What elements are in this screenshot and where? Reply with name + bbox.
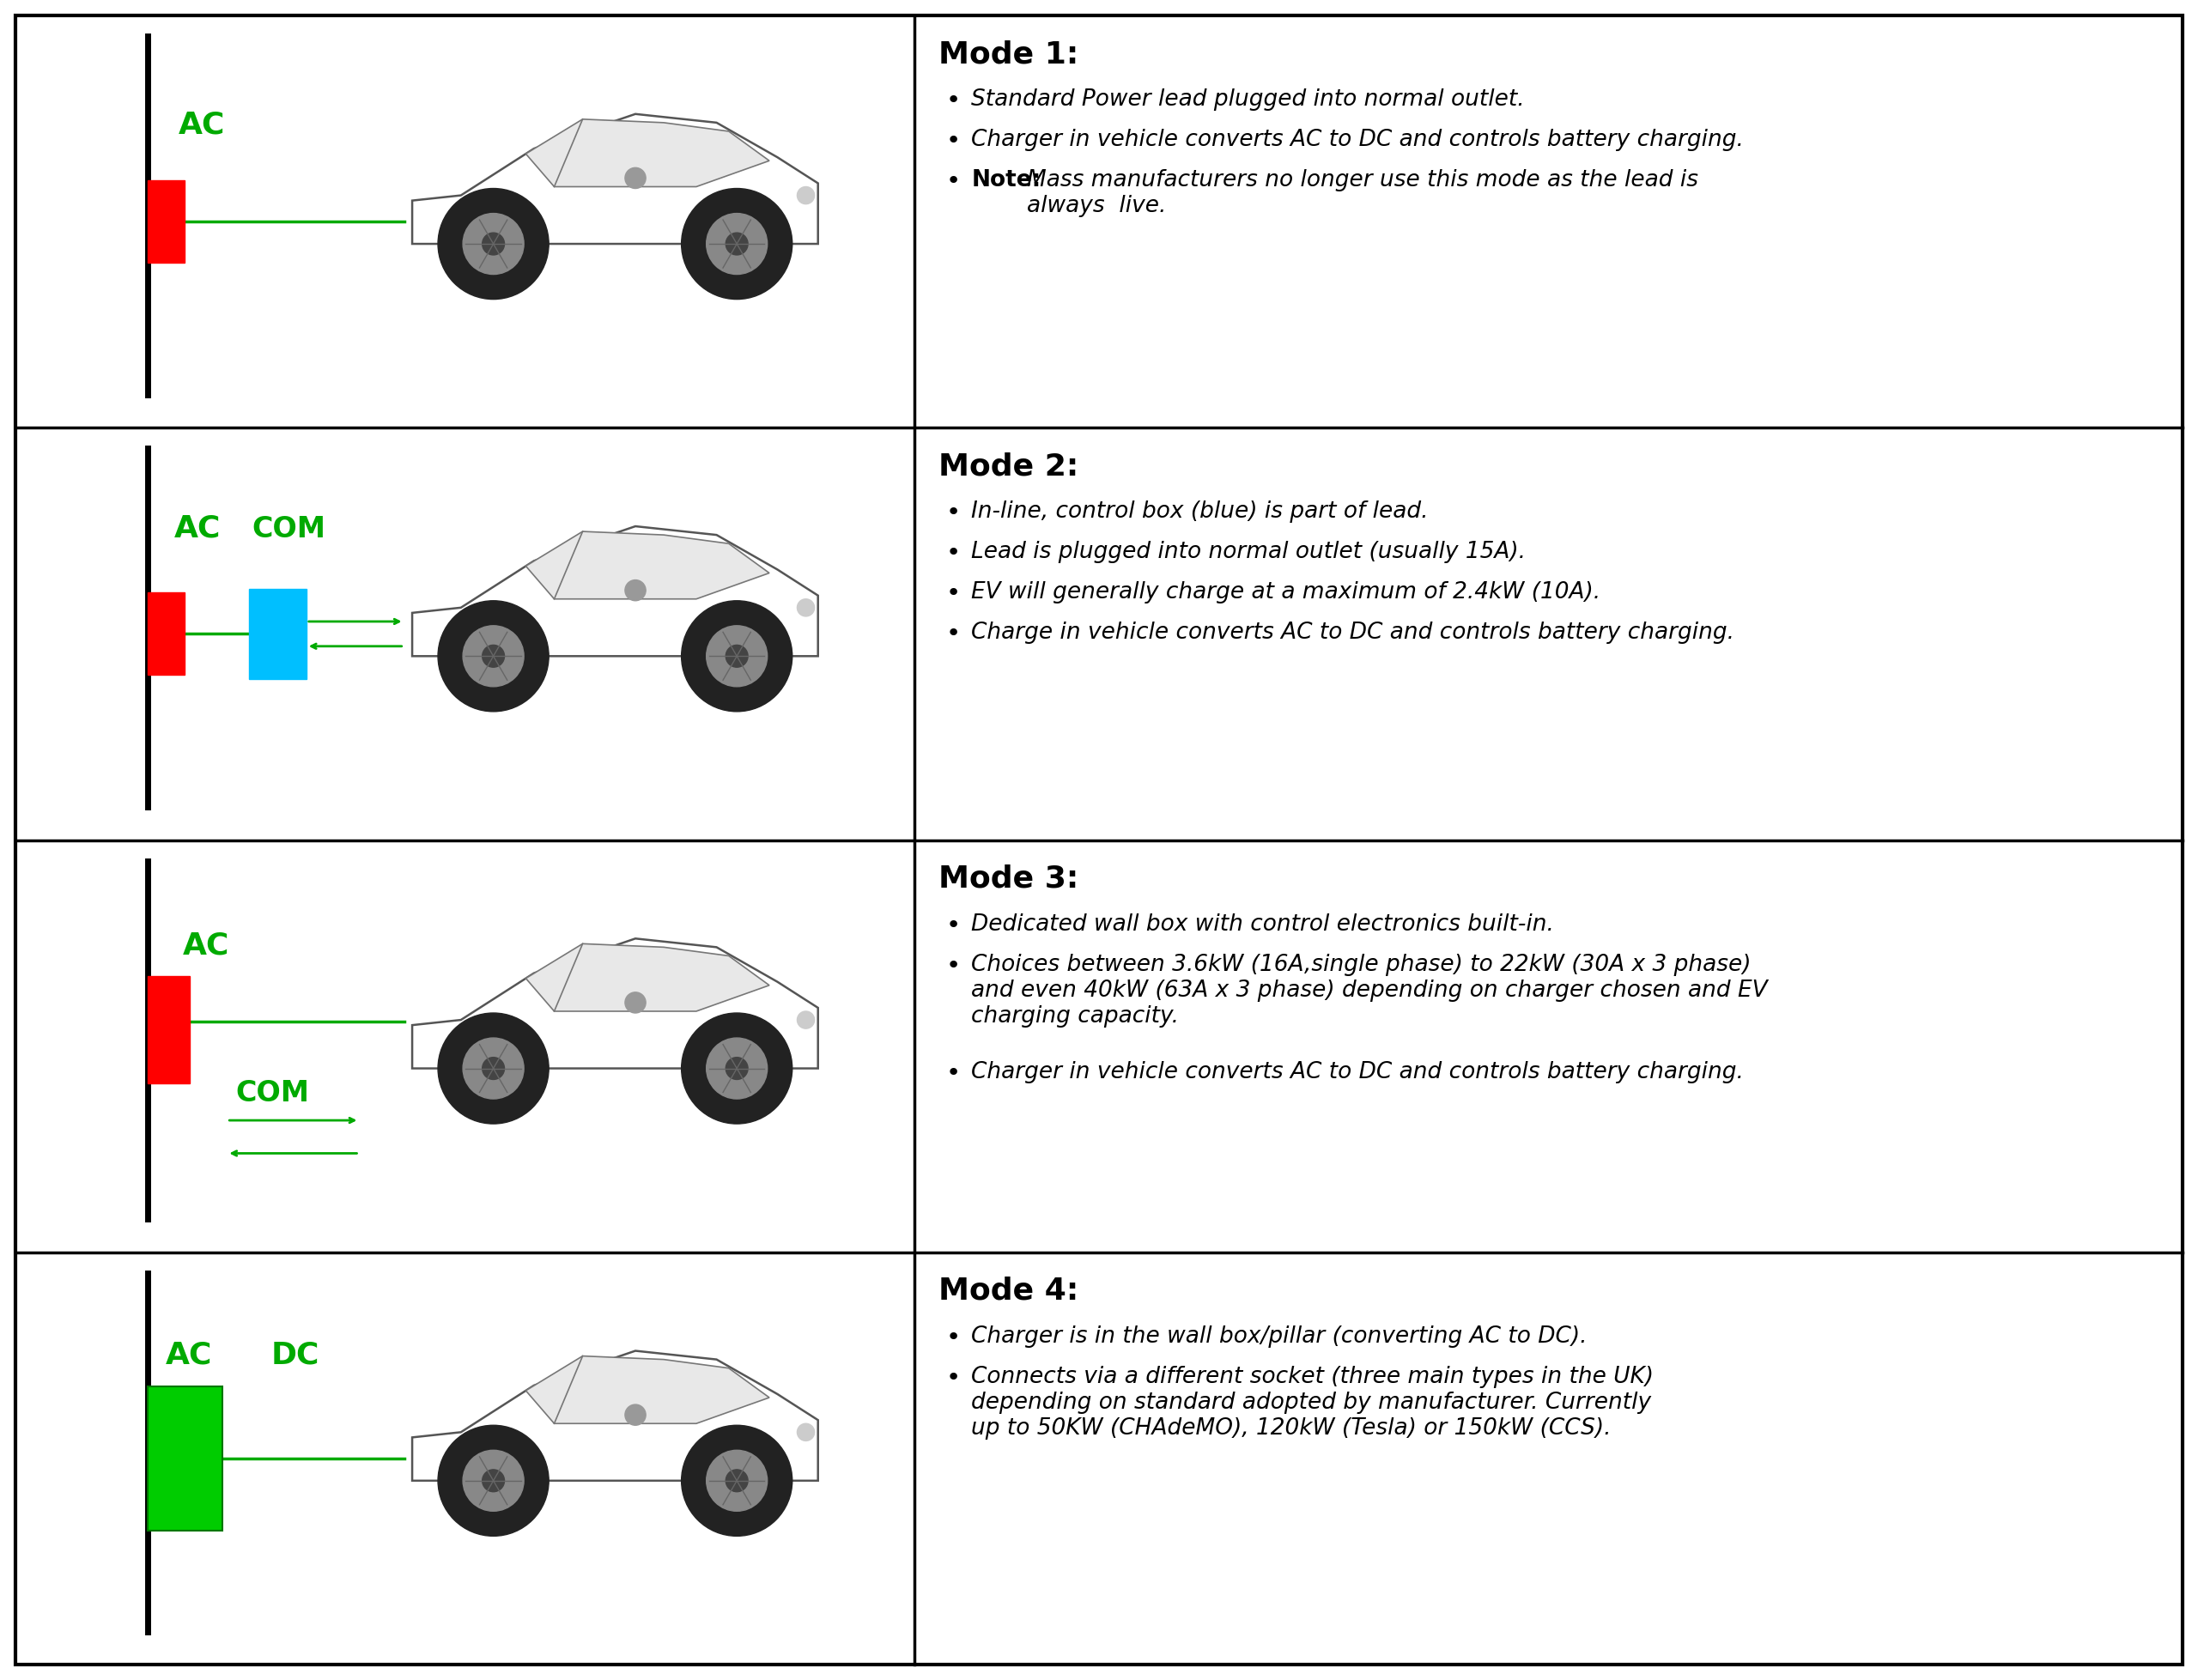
Text: •: •	[945, 129, 961, 153]
Circle shape	[437, 1013, 550, 1124]
Circle shape	[798, 1423, 815, 1441]
Text: •: •	[945, 170, 961, 193]
Circle shape	[481, 645, 503, 667]
Polygon shape	[413, 1351, 818, 1480]
Circle shape	[706, 1038, 767, 1099]
Text: AC: AC	[178, 109, 224, 139]
Text: •: •	[945, 1060, 961, 1085]
Text: •: •	[945, 1326, 961, 1349]
Circle shape	[725, 234, 747, 255]
Text: DC: DC	[270, 1341, 319, 1369]
Circle shape	[798, 600, 815, 617]
Circle shape	[464, 1450, 523, 1510]
Text: Mode 4:: Mode 4:	[939, 1277, 1079, 1305]
Text: •: •	[945, 622, 961, 645]
Circle shape	[681, 601, 791, 712]
Circle shape	[437, 1425, 550, 1536]
Text: AC: AC	[182, 931, 229, 959]
Circle shape	[481, 234, 503, 255]
Text: Charger in vehicle converts AC to DC and controls battery charging.: Charger in vehicle converts AC to DC and…	[972, 1060, 1743, 1084]
Text: Dedicated wall box with control electronics built-in.: Dedicated wall box with control electron…	[972, 914, 1554, 936]
Polygon shape	[525, 531, 769, 600]
Polygon shape	[413, 526, 818, 657]
Text: Connects via a different socket (three main types in the UK)
depending on standa: Connects via a different socket (three m…	[972, 1366, 1655, 1440]
Bar	[147, 1386, 222, 1530]
Circle shape	[437, 188, 550, 299]
Text: Standard Power lead plugged into normal outlet.: Standard Power lead plugged into normal …	[972, 89, 1525, 111]
Circle shape	[725, 1470, 747, 1492]
Circle shape	[464, 625, 523, 687]
Bar	[147, 976, 189, 1084]
Text: Choices between 3.6kW (16A,single phase) to 22kW (30A x 3 phase)
and even 40kW (: Choices between 3.6kW (16A,single phase)…	[972, 954, 1767, 1026]
Circle shape	[624, 993, 646, 1013]
Circle shape	[464, 1038, 523, 1099]
Text: Charge in vehicle converts AC to DC and controls battery charging.: Charge in vehicle converts AC to DC and …	[972, 622, 1734, 643]
Text: •: •	[945, 89, 961, 113]
Polygon shape	[525, 944, 769, 1011]
Text: In-line, control box (blue) is part of lead.: In-line, control box (blue) is part of l…	[972, 501, 1429, 522]
Polygon shape	[413, 114, 818, 244]
Text: COM: COM	[235, 1079, 310, 1107]
Circle shape	[798, 186, 815, 203]
Circle shape	[681, 188, 791, 299]
Text: •: •	[945, 581, 961, 605]
Text: Charger in vehicle converts AC to DC and controls battery charging.: Charger in vehicle converts AC to DC and…	[972, 129, 1743, 151]
Circle shape	[681, 1013, 791, 1124]
Polygon shape	[413, 939, 818, 1068]
Polygon shape	[525, 119, 769, 186]
Circle shape	[681, 1425, 791, 1536]
Text: Lead is plugged into normal outlet (usually 15A).: Lead is plugged into normal outlet (usua…	[972, 541, 1525, 563]
Text: Mode 3:: Mode 3:	[939, 864, 1079, 894]
Text: Mass manufacturers no longer use this mode as the lead is
always  live.: Mass manufacturers no longer use this mo…	[1026, 170, 1699, 217]
Text: Charger is in the wall box/pillar (converting AC to DC).: Charger is in the wall box/pillar (conve…	[972, 1326, 1587, 1347]
Bar	[248, 588, 306, 679]
Bar	[147, 180, 185, 262]
Text: COM: COM	[253, 514, 325, 543]
Circle shape	[725, 1057, 747, 1080]
Circle shape	[706, 213, 767, 274]
Circle shape	[437, 601, 550, 712]
Circle shape	[798, 1011, 815, 1028]
Text: EV will generally charge at a maximum of 2.4kW (10A).: EV will generally charge at a maximum of…	[972, 581, 1600, 603]
Circle shape	[624, 1404, 646, 1425]
Circle shape	[481, 1057, 503, 1080]
Bar	[147, 593, 185, 675]
Text: •: •	[945, 501, 961, 524]
Text: •: •	[945, 541, 961, 564]
Circle shape	[464, 213, 523, 274]
Text: •: •	[945, 914, 961, 937]
Text: •: •	[945, 954, 961, 978]
Text: AC: AC	[165, 1341, 211, 1369]
Circle shape	[725, 645, 747, 667]
Text: AC: AC	[174, 514, 220, 543]
Text: •: •	[945, 1366, 961, 1389]
Text: Note:: Note:	[972, 170, 1042, 192]
Circle shape	[706, 1450, 767, 1510]
Circle shape	[481, 1470, 503, 1492]
Circle shape	[624, 580, 646, 601]
Circle shape	[624, 168, 646, 188]
Circle shape	[706, 625, 767, 687]
Text: Mode 2:: Mode 2:	[939, 452, 1079, 480]
Polygon shape	[525, 1356, 769, 1423]
Text: Mode 1:: Mode 1:	[939, 40, 1079, 69]
